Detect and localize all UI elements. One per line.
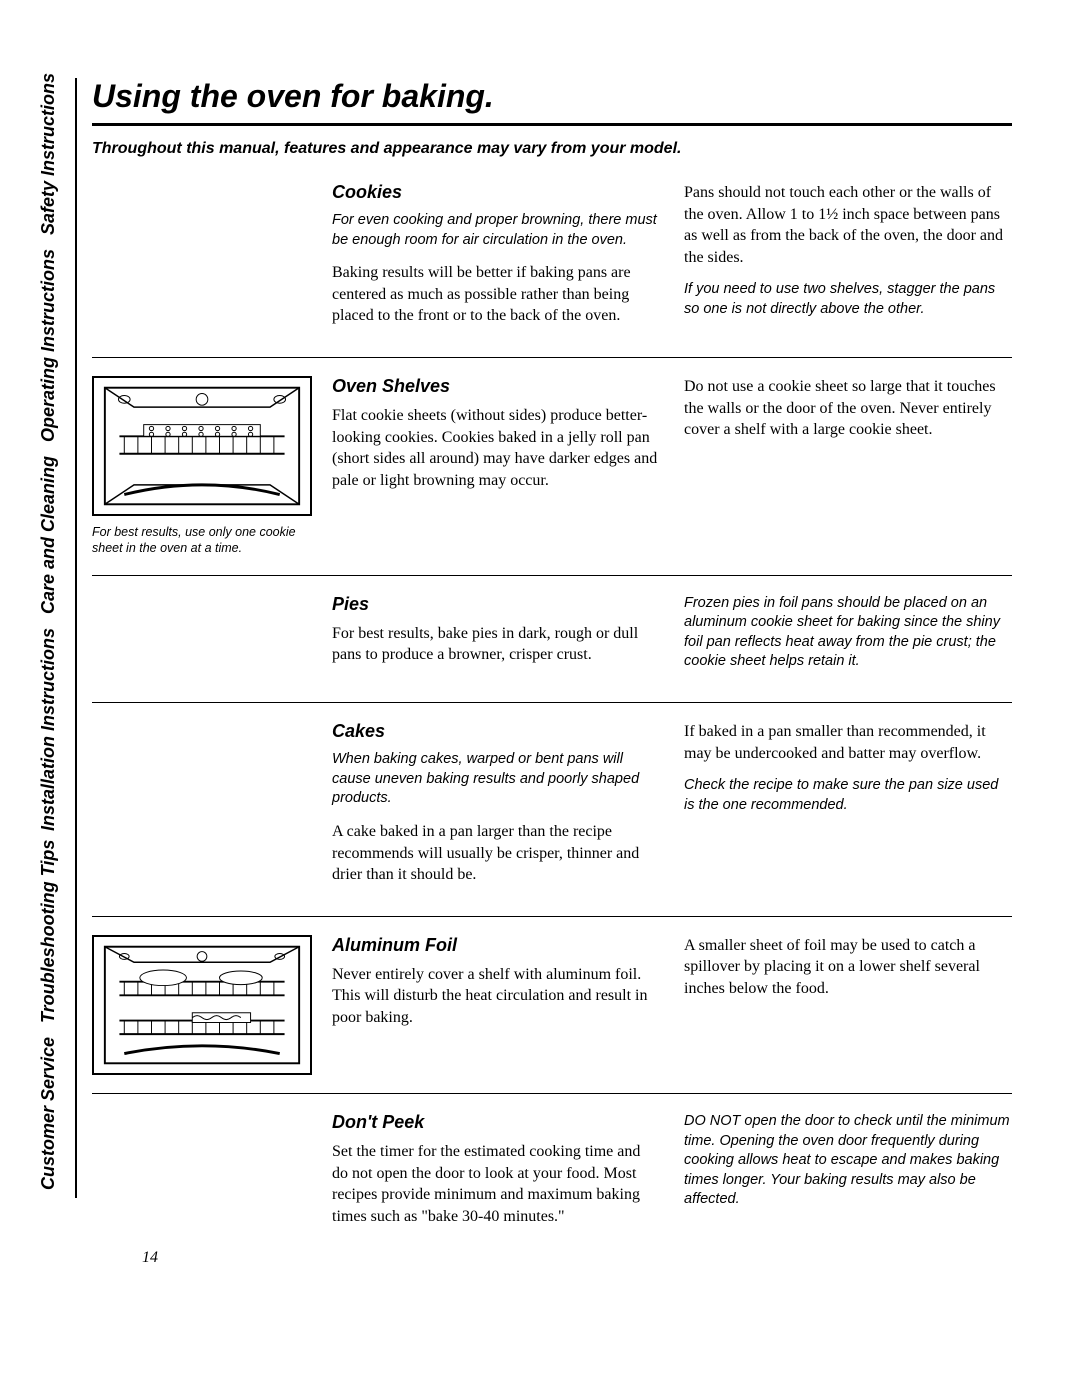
left-column: Pies For best results, bake pies in dark,… <box>332 594 660 684</box>
figure-column: For best results, use only one cookie sh… <box>92 376 312 557</box>
text-columns: Pies For best results, bake pies in dark,… <box>332 594 1012 684</box>
section-heading: Oven Shelves <box>332 376 660 397</box>
section-rule <box>92 916 1012 917</box>
section-cakes: Cakes When baking cakes, warped or bent p… <box>92 721 1012 897</box>
text-columns: Don't Peek Set the timer for the estimate… <box>332 1112 1012 1239</box>
paragraph: If you need to use two shelves, stagger … <box>684 280 1012 319</box>
paragraph: A smaller sheet of foil may be used to c… <box>684 935 1012 1000</box>
sidebar-rule <box>75 78 77 1198</box>
paragraph: For best results, bake pies in dark, rou… <box>332 623 660 666</box>
paragraph: A cake baked in a pan larger than the re… <box>332 821 660 886</box>
figure-column <box>92 1112 312 1239</box>
section-oven-shelves: For best results, use only one cookie sh… <box>92 376 1012 557</box>
sidebar-tab-safety: Safety Instructions <box>38 78 72 243</box>
figure-column <box>92 935 312 1075</box>
figure-column <box>92 721 312 897</box>
page-body: Using the oven for baking. Throughout th… <box>92 78 1012 1257</box>
right-column: Do not use a cookie sheet so large that … <box>684 376 1012 557</box>
figure-caption: For best results, use only one cookie sh… <box>92 524 312 557</box>
left-column: Cakes When baking cakes, warped or bent p… <box>332 721 660 897</box>
section-rule <box>92 1093 1012 1094</box>
paragraph: DO NOT open the door to check until the … <box>684 1112 1012 1210</box>
right-column: DO NOT open the door to check until the … <box>684 1112 1012 1239</box>
sidebar-tab-care: Care and Cleaning <box>38 462 72 622</box>
sidebar-tab-service: Customer Service <box>38 1043 72 1198</box>
sidebar-tab-trouble: Troubleshooting Tips <box>38 851 72 1031</box>
paragraph: Pans should not touch each other or the … <box>684 182 1012 268</box>
paragraph: When baking cakes, warped or bent pans w… <box>332 750 660 809</box>
section-rule <box>92 702 1012 703</box>
right-column: A smaller sheet of foil may be used to c… <box>684 935 1012 1075</box>
paragraph: Flat cookie sheets (without sides) produ… <box>332 405 660 491</box>
paragraph: Never entirely cover a shelf with alumin… <box>332 964 660 1029</box>
oven-illustration <box>92 376 312 516</box>
sidebar-tab-operating: Operating Instructions <box>38 255 72 450</box>
sidebar-tabs: Safety Instructions Operating Instructio… <box>38 78 72 1198</box>
section-heading: Don't Peek <box>332 1112 660 1133</box>
section-rule <box>92 575 1012 576</box>
section-rule <box>92 357 1012 358</box>
text-columns: Cookies For even cooking and proper brown… <box>332 182 1012 339</box>
paragraph: If baked in a pan smaller than recommend… <box>684 721 1012 764</box>
sidebar-tab-install: Installation Instructions <box>38 634 72 839</box>
section-cookies: Cookies For even cooking and proper brown… <box>92 182 1012 339</box>
paragraph: For even cooking and proper browning, th… <box>332 211 660 250</box>
left-column: Don't Peek Set the timer for the estimate… <box>332 1112 660 1239</box>
intro-note: Throughout this manual, features and app… <box>92 140 1012 158</box>
left-column: Oven Shelves Flat cookie sheets (without … <box>332 376 660 557</box>
figure-column <box>92 594 312 684</box>
paragraph: Set the timer for the estimated cooking … <box>332 1141 660 1227</box>
right-column: If baked in a pan smaller than recommend… <box>684 721 1012 897</box>
page-number: 14 <box>142 1249 158 1267</box>
paragraph: Baking results will be better if baking … <box>332 262 660 327</box>
left-column: Cookies For even cooking and proper brown… <box>332 182 660 339</box>
section-heading: Aluminum Foil <box>332 935 660 956</box>
title-rule <box>92 123 1012 126</box>
figure-column <box>92 182 312 339</box>
section-aluminum-foil: Aluminum Foil Never entirely cover a shel… <box>92 935 1012 1075</box>
section-heading: Pies <box>332 594 660 615</box>
section-pies: Pies For best results, bake pies in dark,… <box>92 594 1012 684</box>
text-columns: Oven Shelves Flat cookie sheets (without … <box>332 376 1012 557</box>
section-heading: Cakes <box>332 721 660 742</box>
right-column: Frozen pies in foil pans should be place… <box>684 594 1012 684</box>
left-column: Aluminum Foil Never entirely cover a shel… <box>332 935 660 1075</box>
text-columns: Aluminum Foil Never entirely cover a shel… <box>332 935 1012 1075</box>
paragraph: Do not use a cookie sheet so large that … <box>684 376 1012 441</box>
page-title: Using the oven for baking. <box>92 78 1012 115</box>
right-column: Pans should not touch each other or the … <box>684 182 1012 339</box>
text-columns: Cakes When baking cakes, warped or bent p… <box>332 721 1012 897</box>
section-dont-peek: Don't Peek Set the timer for the estimate… <box>92 1112 1012 1239</box>
paragraph: Check the recipe to make sure the pan si… <box>684 776 1012 815</box>
paragraph: Frozen pies in foil pans should be place… <box>684 594 1012 672</box>
section-heading: Cookies <box>332 182 660 203</box>
oven-illustration <box>92 935 312 1075</box>
